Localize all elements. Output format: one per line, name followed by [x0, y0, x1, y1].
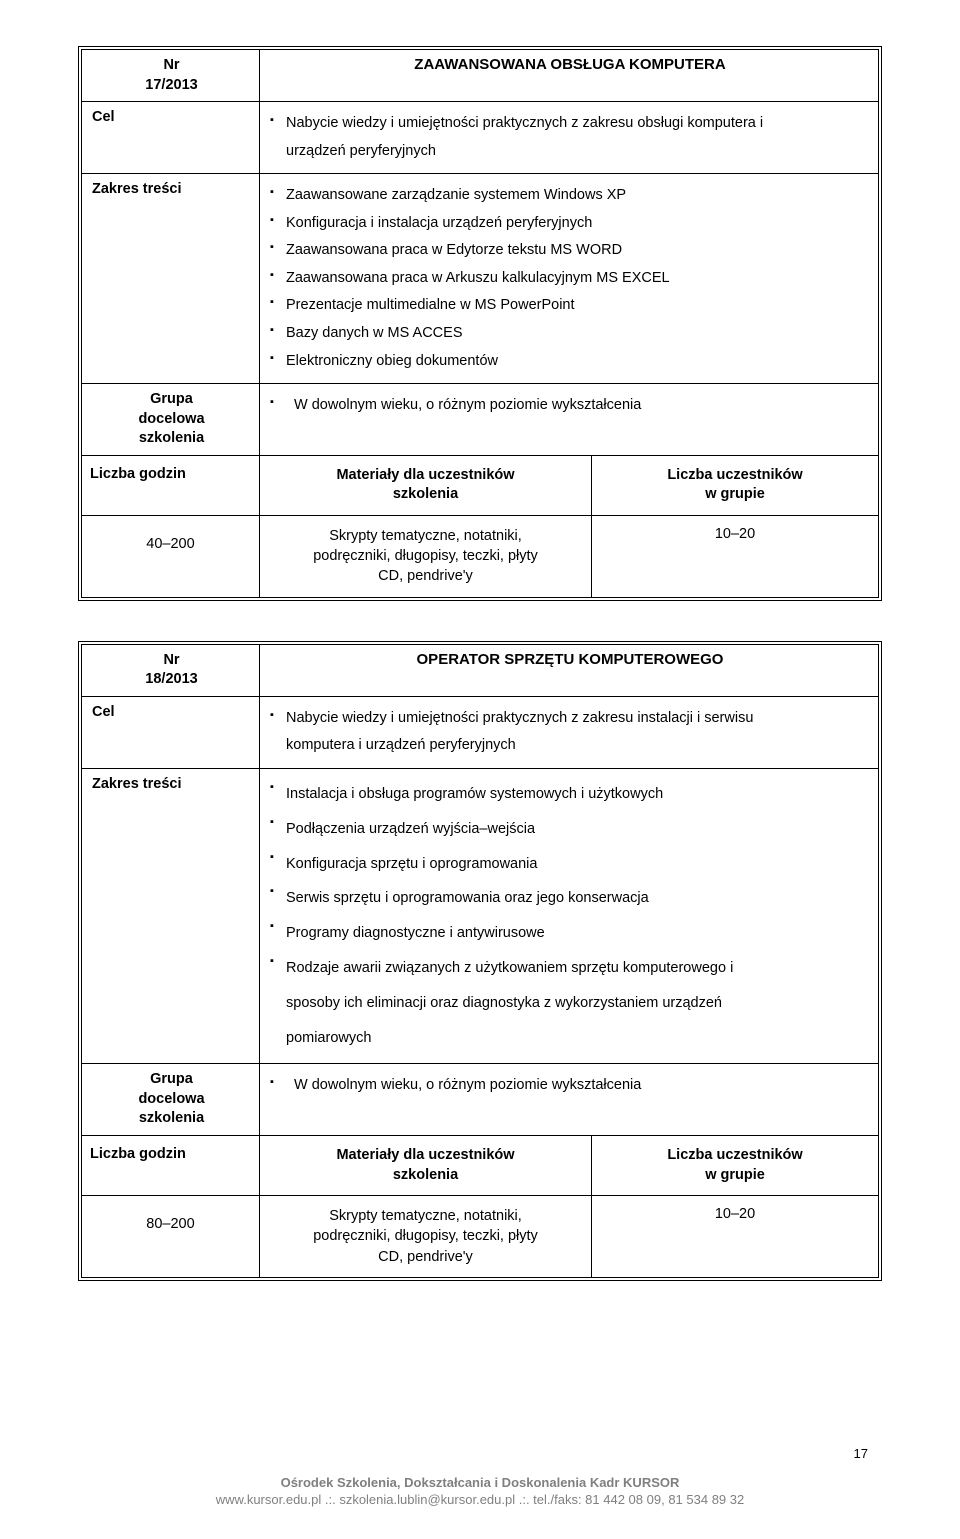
page-footer: Ośrodek Szkolenia, Dokształcania i Dosko…	[0, 1474, 960, 1509]
nr-label: Nr	[163, 652, 179, 668]
group-row: Grupa docelowa szkolenia W dowolnym wiek…	[82, 1064, 878, 1136]
title-row: Nr 17/2013 ZAAWANSOWANA OBSŁUGA KOMPUTER…	[82, 50, 878, 102]
materials-values: 80–200 Skrypty tematyczne, notatniki, po…	[82, 1196, 878, 1277]
title-row: Nr 18/2013 OPERATOR SPRZĘTU KOMPUTEROWEG…	[82, 645, 878, 697]
training-card-1: Nr 17/2013 ZAAWANSOWANA OBSŁUGA KOMPUTER…	[78, 46, 882, 601]
materials-label: Materiały dla uczestników szkolenia	[260, 456, 592, 515]
training-title: ZAAWANSOWANA OBSŁUGA KOMPUTERA	[260, 50, 878, 101]
scope-row: Zakres treści Zaawansowane zarządzanie s…	[82, 174, 878, 384]
goal-label: Cel	[82, 697, 260, 768]
scope-item: Podłączenia urządzeń wyjścia–wejścia	[264, 812, 868, 847]
scope-item: Serwis sprzętu i oprogramowania oraz jeg…	[264, 881, 868, 916]
goal-row: Cel Nabycie wiedzy i umiejętności prakty…	[82, 102, 878, 174]
scope-item: Elektroniczny obieg dokumentów	[264, 348, 868, 376]
group-item: W dowolnym wieku, o różnym poziomie wyks…	[264, 1072, 868, 1100]
scope-item: Instalacja i obsługa programów systemowy…	[264, 777, 868, 812]
goal-continuation: urządzeń peryferyjnych	[264, 138, 868, 166]
goal-continuation: komputera i urządzeń peryferyjnych	[264, 732, 868, 760]
footer-org: Ośrodek Szkolenia, Dokształcania i Dosko…	[281, 1475, 680, 1490]
group-row: Grupa docelowa szkolenia W dowolnym wiek…	[82, 384, 878, 456]
nr-value: 17/2013	[145, 77, 197, 93]
goal-content: Nabycie wiedzy i umiejętności praktyczny…	[260, 697, 878, 768]
scope-label: Zakres treści	[82, 769, 260, 1063]
nr-label: Nr	[163, 57, 179, 73]
scope-item: Rodzaje awarii związanych z użytkowaniem…	[264, 951, 868, 986]
group-content: W dowolnym wieku, o różnym poziomie wyks…	[260, 1064, 878, 1135]
footer-contact: www.kursor.edu.pl .:. szkolenia.lublin@k…	[216, 1492, 744, 1507]
materials-header: Liczba godzin Materiały dla uczestników …	[82, 1136, 878, 1196]
goal-row: Cel Nabycie wiedzy i umiejętności prakty…	[82, 697, 878, 769]
nr-value: 18/2013	[145, 671, 197, 687]
scope-item: Zaawansowane zarządzanie systemem Window…	[264, 182, 868, 210]
nr-cell: Nr 17/2013	[82, 50, 260, 101]
goal-item: Nabycie wiedzy i umiejętności praktyczny…	[264, 705, 868, 733]
materials-values: 40–200 Skrypty tematyczne, notatniki, po…	[82, 516, 878, 597]
hours-value: 40–200	[82, 516, 260, 597]
scope-item: Bazy danych w MS ACCES	[264, 320, 868, 348]
scope-item: Zaawansowana praca w Edytorze tekstu MS …	[264, 237, 868, 265]
page: Nr 17/2013 ZAAWANSOWANA OBSŁUGA KOMPUTER…	[0, 0, 960, 1281]
scope-item: Prezentacje multimedialne w MS PowerPoin…	[264, 292, 868, 320]
goal-content: Nabycie wiedzy i umiejętności praktyczny…	[260, 102, 878, 173]
group-label: Grupa docelowa szkolenia	[82, 1064, 260, 1135]
hours-label: Liczba godzin	[82, 1136, 260, 1195]
scope-content: Instalacja i obsługa programów systemowy…	[260, 769, 878, 1063]
scope-continuation: pomiarowych	[264, 1021, 868, 1056]
scope-label: Zakres treści	[82, 174, 260, 383]
scope-row: Zakres treści Instalacja i obsługa progr…	[82, 769, 878, 1064]
materials-value: Skrypty tematyczne, notatniki, podręczni…	[260, 1196, 592, 1277]
page-number: 17	[854, 1446, 868, 1461]
participants-label: Liczba uczestników w grupie	[592, 1136, 878, 1195]
materials-header: Liczba godzin Materiały dla uczestników …	[82, 456, 878, 516]
scope-item: Konfiguracja sprzętu i oprogramowania	[264, 847, 868, 882]
participants-label: Liczba uczestników w grupie	[592, 456, 878, 515]
hours-label: Liczba godzin	[82, 456, 260, 515]
materials-label: Materiały dla uczestników szkolenia	[260, 1136, 592, 1195]
participants-value: 10–20	[592, 1196, 878, 1277]
goal-item: Nabycie wiedzy i umiejętności praktyczny…	[264, 110, 868, 138]
goal-label: Cel	[82, 102, 260, 173]
scope-item: Konfiguracja i instalacja urządzeń peryf…	[264, 210, 868, 238]
scope-item: Programy diagnostyczne i antywirusowe	[264, 916, 868, 951]
scope-content: Zaawansowane zarządzanie systemem Window…	[260, 174, 878, 383]
group-item: W dowolnym wieku, o różnym poziomie wyks…	[264, 392, 868, 420]
group-content: W dowolnym wieku, o różnym poziomie wyks…	[260, 384, 878, 455]
scope-continuation: sposoby ich eliminacji oraz diagnostyka …	[264, 986, 868, 1021]
materials-value: Skrypty tematyczne, notatniki, podręczni…	[260, 516, 592, 597]
participants-value: 10–20	[592, 516, 878, 597]
hours-value: 80–200	[82, 1196, 260, 1277]
nr-cell: Nr 18/2013	[82, 645, 260, 696]
group-label: Grupa docelowa szkolenia	[82, 384, 260, 455]
scope-item: Zaawansowana praca w Arkuszu kalkulacyjn…	[264, 265, 868, 293]
training-card-2: Nr 18/2013 OPERATOR SPRZĘTU KOMPUTEROWEG…	[78, 641, 882, 1281]
training-title: OPERATOR SPRZĘTU KOMPUTEROWEGO	[260, 645, 878, 696]
